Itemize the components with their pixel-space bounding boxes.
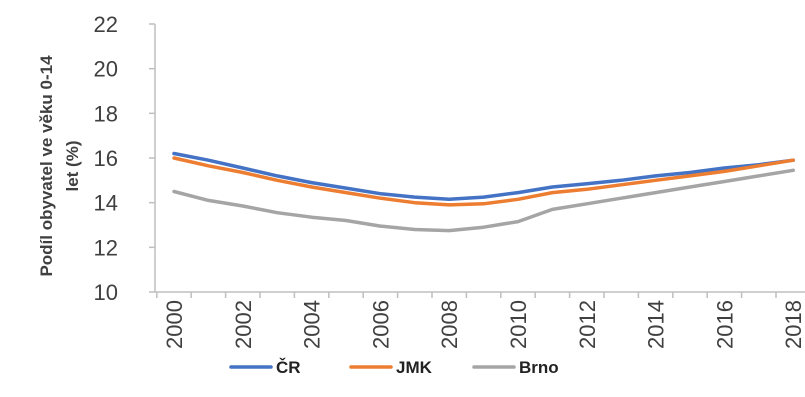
x-tick-label: 2008	[437, 300, 462, 349]
legend-label: JMK	[396, 358, 433, 377]
x-tick-label: 2018	[781, 300, 805, 349]
x-tick-label: 2004	[300, 300, 325, 349]
legend-label: ČR	[276, 358, 301, 377]
y-tick-label: 12	[94, 235, 118, 260]
y-tick-label: 18	[94, 101, 118, 126]
series-line-brno	[172, 168, 795, 233]
x-tick-label: 2006	[368, 300, 393, 349]
x-tick-label: 2014	[644, 300, 669, 349]
y-tick-label: 16	[94, 146, 118, 171]
y-axis-title-line-2: let (%)	[63, 141, 82, 192]
x-tick-label: 2012	[575, 300, 600, 349]
legend-label: Brno	[519, 358, 559, 377]
axes: 10 12 14 16 18 20 22 2000 2002 2004 2006 2008 2010 20…	[94, 12, 805, 349]
y-axis-title-line-1: Podíl obyvatel ve věku 0-14	[37, 55, 56, 277]
y-tick-label: 14	[94, 191, 118, 216]
series-line-čr	[172, 151, 795, 202]
x-tick-label: 2002	[231, 300, 256, 349]
y-tick-label: 20	[94, 57, 118, 82]
y-tick-label: 10	[94, 280, 118, 305]
series-lines	[172, 151, 795, 233]
series-line-jmk	[172, 156, 795, 207]
y-axis-title: Podíl obyvatel ve věku 0-14 let (%)	[37, 55, 82, 277]
x-tick-label: 2016	[712, 300, 737, 349]
y-tick-label: 22	[94, 12, 118, 37]
x-tick-label: 2010	[506, 300, 531, 349]
legend: ČR JMK Brno	[229, 358, 559, 377]
x-tick-label: 2000	[162, 300, 187, 349]
